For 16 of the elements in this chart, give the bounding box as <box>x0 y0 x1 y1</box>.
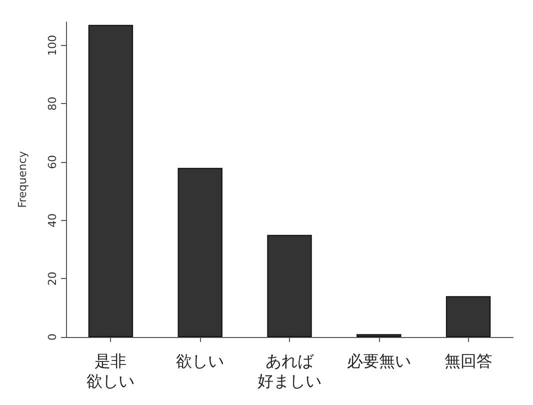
y-tick-label: 80 <box>46 96 59 111</box>
x-tick-label: 必要無い <box>346 352 411 370</box>
y-tick-label: 0 <box>46 334 59 340</box>
x-tick-label: 欲しい <box>176 352 224 370</box>
y-tick-label: 40 <box>46 213 59 228</box>
y-tick-label: 60 <box>46 155 59 169</box>
y-tick-label: 20 <box>46 272 59 286</box>
bar <box>88 24 134 337</box>
x-tick-label: あれば好ましい <box>258 352 322 390</box>
x-tick-label: 無回答 <box>444 352 492 370</box>
bar <box>178 168 222 337</box>
y-tick-label: 100 <box>46 34 59 56</box>
bar <box>267 234 312 337</box>
bar <box>446 296 491 337</box>
y-axis-title: Frequency <box>16 150 29 208</box>
x-tick-label: 是非欲しい <box>86 352 135 390</box>
